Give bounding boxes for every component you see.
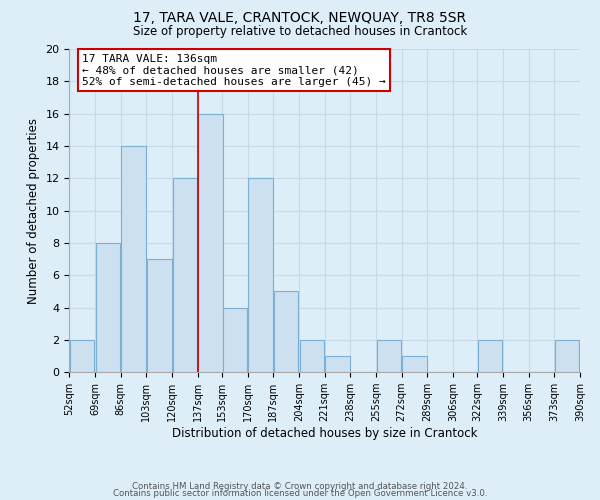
Text: 17, TARA VALE, CRANTOCK, NEWQUAY, TR8 5SR: 17, TARA VALE, CRANTOCK, NEWQUAY, TR8 5S…	[133, 11, 467, 25]
X-axis label: Distribution of detached houses by size in Crantock: Distribution of detached houses by size …	[172, 427, 478, 440]
Y-axis label: Number of detached properties: Number of detached properties	[27, 118, 40, 304]
Text: Contains public sector information licensed under the Open Government Licence v3: Contains public sector information licen…	[113, 490, 487, 498]
Bar	[173, 178, 197, 372]
Text: 17 TARA VALE: 136sqm
← 48% of detached houses are smaller (42)
52% of semi-detac: 17 TARA VALE: 136sqm ← 48% of detached h…	[82, 54, 386, 87]
Bar	[325, 356, 350, 372]
Bar	[121, 146, 146, 372]
Bar	[95, 243, 120, 372]
Bar	[377, 340, 401, 372]
Bar	[70, 340, 94, 372]
Bar	[248, 178, 273, 372]
Bar	[403, 356, 427, 372]
Bar	[147, 259, 172, 372]
Bar	[478, 340, 502, 372]
Bar	[223, 308, 247, 372]
Bar	[199, 114, 223, 372]
Bar	[274, 292, 298, 372]
Bar	[555, 340, 580, 372]
Text: Contains HM Land Registry data © Crown copyright and database right 2024.: Contains HM Land Registry data © Crown c…	[132, 482, 468, 491]
Bar	[299, 340, 324, 372]
Text: Size of property relative to detached houses in Crantock: Size of property relative to detached ho…	[133, 25, 467, 38]
